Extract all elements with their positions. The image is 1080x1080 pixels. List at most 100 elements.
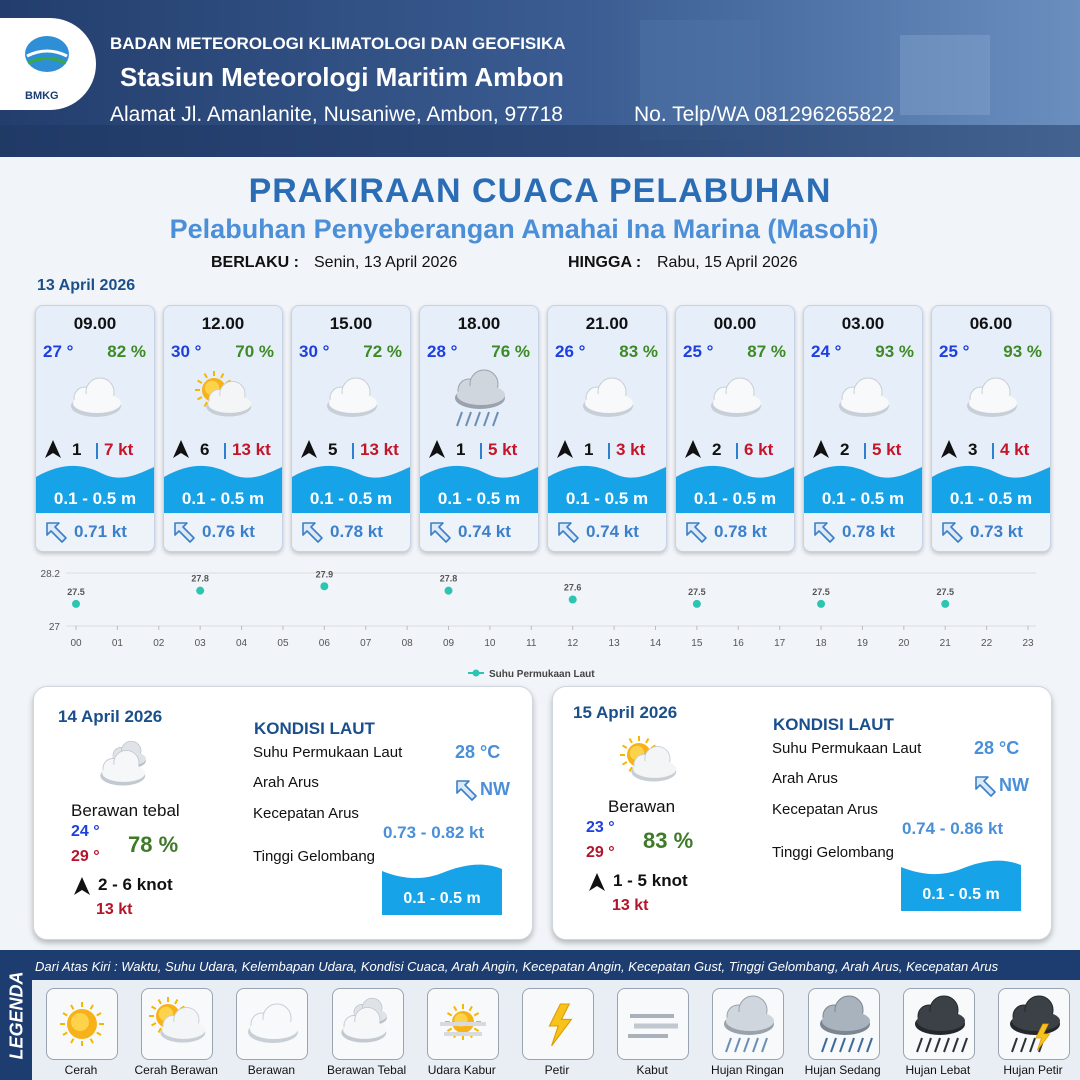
icon-shape bbox=[492, 411, 499, 427]
gust: 13 kt bbox=[360, 440, 399, 459]
validity-to: Rabu, 15 April 2026 bbox=[657, 254, 798, 271]
legend-item: Petir bbox=[544, 1063, 570, 1077]
data-point bbox=[444, 586, 453, 595]
wave-height: 0.1 - 0.5 m bbox=[309, 489, 393, 508]
humidity: 82 % bbox=[107, 342, 146, 361]
air-temperature: 24 ° bbox=[811, 342, 842, 361]
data-point bbox=[568, 595, 577, 604]
data-label: 27.5 bbox=[936, 587, 954, 597]
icon-shape bbox=[96, 1012, 102, 1017]
icon-shape bbox=[901, 860, 1021, 911]
icon-shape bbox=[429, 440, 445, 458]
forecast-card: 21.00 26 ° 83 % 1 3 kt 0.1 - 0.5 m 0.74 kt bbox=[547, 305, 667, 552]
icon-shape bbox=[26, 49, 68, 58]
weather-icon bbox=[195, 371, 252, 417]
icon-shape bbox=[548, 1003, 573, 1047]
icon-shape bbox=[327, 377, 377, 417]
validity-label: BERLAKU : bbox=[211, 254, 299, 271]
icon-shape bbox=[174, 522, 195, 543]
x-tick-label: 22 bbox=[981, 638, 993, 649]
legend-side bbox=[0, 950, 32, 1080]
icon-shape bbox=[914, 995, 965, 1035]
current-direction bbox=[456, 780, 477, 801]
speed: 0.73 - 0.82 kt bbox=[383, 823, 485, 842]
data-label: 27.8 bbox=[440, 574, 458, 584]
weather-icon bbox=[583, 377, 633, 417]
wave-shape bbox=[676, 465, 794, 513]
y-tick-label: 27 bbox=[49, 622, 61, 633]
wave-height: 0.1 - 0.5 m bbox=[949, 489, 1033, 508]
icon-shape bbox=[916, 1011, 965, 1031]
separator bbox=[480, 443, 482, 459]
separator bbox=[736, 443, 738, 459]
icon-shape bbox=[89, 1038, 94, 1044]
humidity: 83 % bbox=[619, 342, 658, 361]
legend-icon bbox=[914, 995, 968, 1053]
icon-shape bbox=[455, 369, 505, 409]
time: 03.00 bbox=[841, 314, 885, 333]
legend-icon bbox=[248, 1003, 299, 1043]
legend-item: Hujan Ringan bbox=[711, 1063, 784, 1077]
humidity: 78 % bbox=[128, 832, 179, 857]
x-tick-label: 08 bbox=[402, 638, 414, 649]
sea-title: KONDISI LAUT bbox=[254, 719, 375, 738]
icon-shape bbox=[70, 1004, 75, 1010]
icon-shape bbox=[157, 999, 163, 1005]
chart: 27 28.2 00 01 02 03 04 05 06 07 08 09 10 11 12 13 14 15 16… bbox=[41, 569, 1036, 680]
x-tick-label: 03 bbox=[195, 638, 207, 649]
wind-direction bbox=[45, 440, 61, 458]
wave-shape bbox=[901, 860, 1021, 911]
icon-shape bbox=[382, 864, 502, 915]
header: BMKG BADAN METEOROLOGI KLIMATOLOGI DAN GE… bbox=[0, 0, 1080, 157]
icon-shape bbox=[838, 1037, 846, 1053]
weather-icon bbox=[711, 377, 761, 417]
icon-shape bbox=[585, 393, 633, 413]
current-direction bbox=[814, 522, 835, 543]
direction: NW bbox=[999, 775, 1029, 795]
legend-icon-box bbox=[426, 988, 499, 1060]
header-decoration bbox=[640, 20, 760, 140]
icon-shape bbox=[583, 377, 633, 417]
icon-shape bbox=[847, 1037, 855, 1053]
icon-shape bbox=[734, 1037, 742, 1053]
x-tick-label: 07 bbox=[360, 638, 372, 649]
legend-icon bbox=[340, 997, 387, 1043]
wave-height: 0.1 - 0.5 m bbox=[821, 489, 905, 508]
separator bbox=[992, 443, 994, 459]
x-tick-label: 18 bbox=[815, 638, 827, 649]
sst-label: Suhu Permukaan Laut bbox=[253, 744, 403, 761]
wind-direction bbox=[557, 440, 573, 458]
icon-shape bbox=[301, 440, 317, 458]
x-tick-label: 17 bbox=[774, 638, 786, 649]
day-panel: 15 April 2026 Berawan 23 ° 29 ° 83 % 1 - 5 kn… bbox=[552, 686, 1052, 940]
icon-shape bbox=[197, 396, 203, 401]
wind-speed: 2 bbox=[840, 440, 850, 459]
legend-icon bbox=[628, 1014, 679, 1038]
wind-direction bbox=[685, 440, 701, 458]
icon-shape bbox=[71, 377, 121, 417]
icon-shape bbox=[819, 995, 870, 1035]
icon-shape bbox=[162, 1020, 206, 1039]
x-tick-label: 02 bbox=[153, 638, 165, 649]
icon-shape bbox=[474, 411, 481, 427]
icon-shape bbox=[100, 749, 146, 786]
icon-shape bbox=[45, 440, 61, 458]
x-tick-label: 14 bbox=[650, 638, 662, 649]
gust: 13 kt bbox=[232, 440, 271, 459]
separator bbox=[608, 443, 610, 459]
legend-item: Hujan Petir bbox=[1003, 1063, 1063, 1077]
icon-shape bbox=[465, 411, 472, 427]
icon-shape bbox=[25, 36, 69, 72]
icon-shape bbox=[633, 759, 677, 778]
data-point bbox=[72, 599, 80, 608]
icon-shape bbox=[829, 1037, 837, 1053]
x-tick-label: 01 bbox=[112, 638, 124, 649]
header-decoration bbox=[900, 35, 990, 115]
icon-shape bbox=[865, 1037, 873, 1053]
forecast-card: 06.00 25 ° 93 % 3 4 kt 0.1 - 0.5 m 0.73 kt bbox=[931, 305, 1051, 552]
icon-shape bbox=[473, 1027, 479, 1032]
icon-shape bbox=[89, 1004, 94, 1010]
icon-shape bbox=[841, 393, 889, 413]
icon-shape bbox=[46, 522, 67, 543]
x-tick-label: 19 bbox=[857, 638, 869, 649]
